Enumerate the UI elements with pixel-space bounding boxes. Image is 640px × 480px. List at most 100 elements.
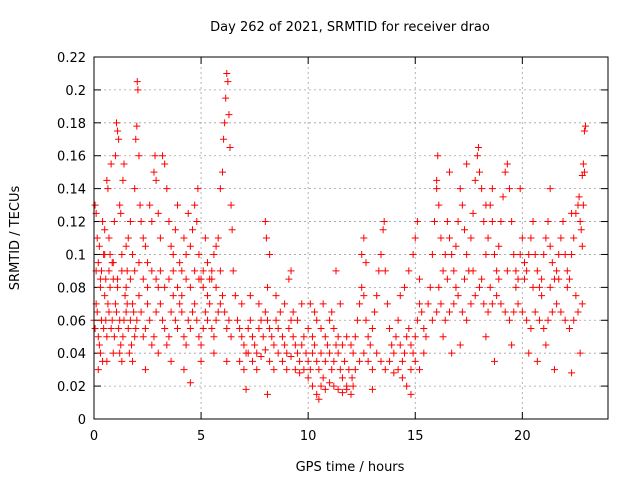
- data-point: [544, 218, 552, 226]
- data-point: [467, 300, 475, 308]
- data-point: [114, 127, 122, 135]
- data-point: [124, 234, 132, 242]
- data-point: [334, 333, 342, 341]
- data-point: [313, 316, 321, 324]
- data-point: [127, 341, 135, 349]
- data-point: [91, 201, 99, 209]
- data-point: [236, 357, 244, 365]
- data-point: [418, 308, 426, 316]
- data-point: [503, 267, 511, 275]
- data-point: [495, 242, 503, 250]
- data-point: [345, 366, 353, 374]
- data-point: [467, 234, 475, 242]
- data-point: [287, 352, 295, 360]
- data-point: [555, 250, 563, 258]
- data-point: [281, 300, 289, 308]
- data-point: [338, 389, 346, 397]
- data-point: [332, 341, 340, 349]
- data-point: [174, 283, 182, 291]
- data-point: [364, 357, 372, 365]
- y-axis-label: SRMTID / TECUs: [8, 186, 23, 291]
- data-point: [169, 292, 177, 300]
- data-point: [317, 349, 325, 357]
- data-point: [434, 152, 442, 160]
- y-tick-label: 0.04: [57, 347, 86, 362]
- data-point: [178, 267, 186, 275]
- data-point: [186, 325, 194, 332]
- y-tick-label: 0.16: [57, 150, 86, 165]
- data-point: [332, 267, 340, 275]
- data-point: [221, 119, 229, 127]
- data-point: [431, 218, 439, 226]
- data-point: [107, 325, 115, 332]
- data-point: [152, 308, 160, 316]
- data-point: [405, 325, 413, 332]
- data-point: [126, 275, 134, 283]
- data-point: [135, 152, 143, 160]
- data-point: [184, 209, 192, 217]
- data-point: [351, 366, 359, 374]
- data-point: [240, 341, 248, 349]
- data-point: [106, 283, 114, 291]
- data-point: [529, 283, 537, 291]
- data-point: [493, 292, 501, 300]
- data-point: [156, 300, 164, 308]
- data-point: [266, 250, 274, 258]
- data-point: [313, 357, 321, 365]
- data-point: [195, 250, 203, 258]
- data-point: [540, 250, 548, 258]
- data-point: [216, 300, 224, 308]
- data-point: [135, 259, 143, 267]
- data-point: [263, 390, 271, 398]
- data-point: [223, 357, 231, 365]
- data-point: [448, 349, 456, 357]
- data-point: [348, 374, 356, 382]
- data-point: [111, 152, 119, 160]
- data-point: [278, 357, 286, 365]
- data-point: [135, 292, 143, 300]
- data-point: [396, 341, 404, 349]
- data-point: [228, 226, 236, 234]
- data-point: [520, 259, 528, 267]
- data-point: [480, 300, 488, 308]
- data-point: [497, 218, 505, 226]
- data-point: [548, 259, 556, 267]
- data-point: [180, 333, 188, 341]
- data-point: [144, 259, 152, 267]
- data-point: [224, 78, 232, 86]
- data-point: [478, 185, 486, 193]
- data-point: [165, 333, 173, 341]
- data-point: [268, 333, 276, 341]
- data-point: [334, 385, 342, 393]
- y-tick-label: 0: [78, 413, 86, 428]
- data-point: [221, 308, 229, 316]
- data-point: [452, 242, 460, 250]
- data-point: [95, 242, 103, 250]
- data-point: [321, 385, 329, 393]
- y-tick-label: 0.22: [57, 51, 86, 66]
- data-point: [180, 234, 188, 242]
- data-point: [448, 250, 456, 258]
- data-point: [373, 349, 381, 357]
- data-point: [375, 267, 383, 275]
- data-point: [248, 333, 256, 341]
- data-point: [259, 333, 267, 341]
- data-point: [257, 352, 265, 360]
- data-point: [244, 325, 252, 332]
- data-point: [383, 300, 391, 308]
- data-point: [501, 308, 509, 316]
- data-point: [311, 341, 319, 349]
- data-point: [242, 385, 250, 393]
- data-point: [510, 308, 518, 316]
- data-point: [274, 349, 282, 357]
- data-point: [120, 316, 128, 324]
- data-point: [165, 275, 173, 283]
- data-point: [461, 226, 469, 234]
- data-point: [575, 193, 583, 201]
- data-point: [134, 86, 142, 94]
- data-point: [133, 122, 141, 130]
- data-point: [315, 395, 323, 403]
- data-points: [90, 69, 590, 403]
- data-point: [490, 357, 498, 365]
- data-point: [107, 160, 115, 168]
